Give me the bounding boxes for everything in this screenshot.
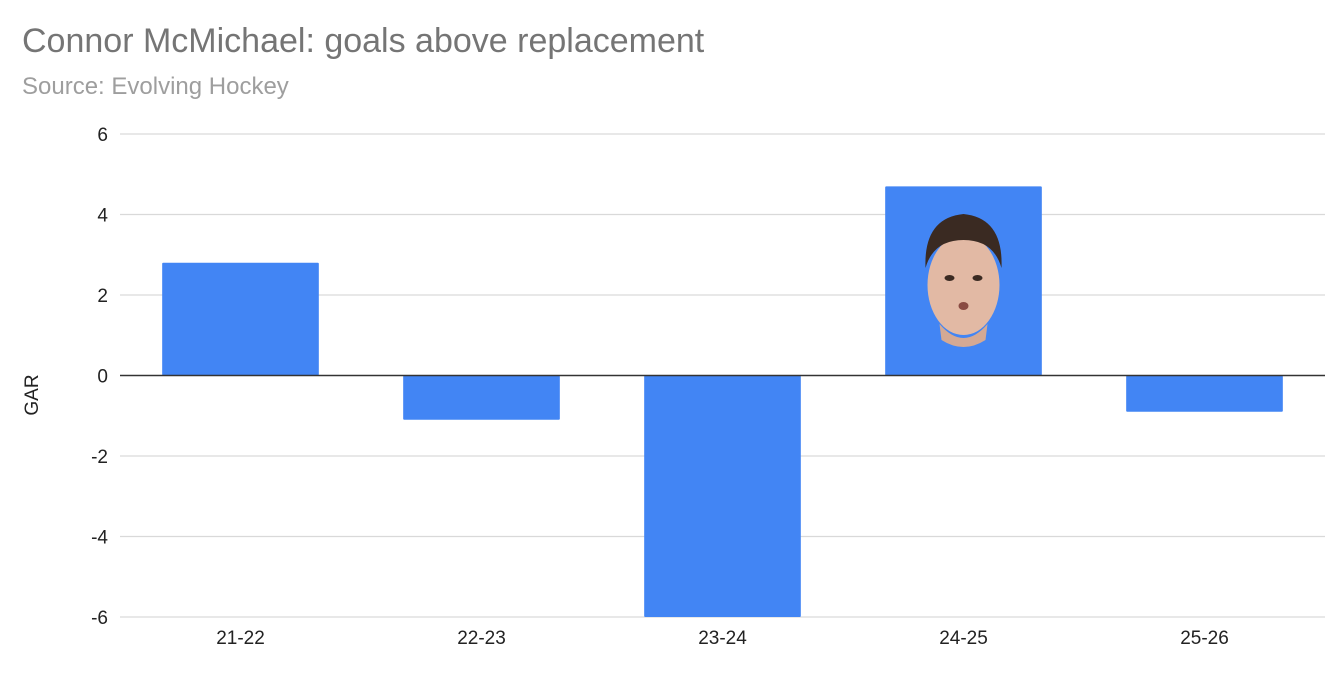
y-tick-label: -2	[91, 447, 108, 468]
player-headshot-icon	[925, 214, 1002, 347]
x-tick-label: 22-23	[457, 628, 506, 649]
y-tick-label: -6	[91, 608, 108, 629]
bars	[162, 186, 1283, 617]
y-tick-label: 0	[97, 367, 108, 388]
chart-subtitle: Source: Evolving Hockey	[22, 73, 289, 100]
x-tick-label: 24-25	[939, 628, 988, 649]
y-tick-label: 6	[97, 125, 108, 146]
x-tick-label: 21-22	[216, 628, 265, 649]
x-axis-ticks: 21-22 22-23 23-24 24-25 25-26	[216, 628, 1229, 649]
hair-shape	[925, 214, 1002, 268]
y-tick-label: 4	[97, 206, 108, 227]
bar-23-24	[644, 375, 801, 617]
eye-left	[944, 275, 955, 281]
y-tick-label: 2	[97, 286, 108, 307]
y-axis-ticks: 6 4 2 0 -2 -4 -6	[91, 125, 108, 629]
face-shape	[927, 235, 1000, 335]
y-axis-label: GAR	[22, 374, 43, 415]
x-tick-label: 23-24	[698, 628, 747, 649]
bar-21-22	[162, 262, 319, 376]
x-tick-label: 25-26	[1180, 628, 1229, 649]
bar-25-26	[1126, 375, 1283, 412]
y-tick-label: -4	[91, 528, 108, 549]
chart-title: Connor McMichael: goals above replacemen…	[22, 22, 705, 60]
chin-shape	[939, 324, 988, 347]
mouth-shape	[958, 302, 969, 310]
eye-right	[972, 275, 983, 281]
bar-22-23	[403, 375, 560, 420]
